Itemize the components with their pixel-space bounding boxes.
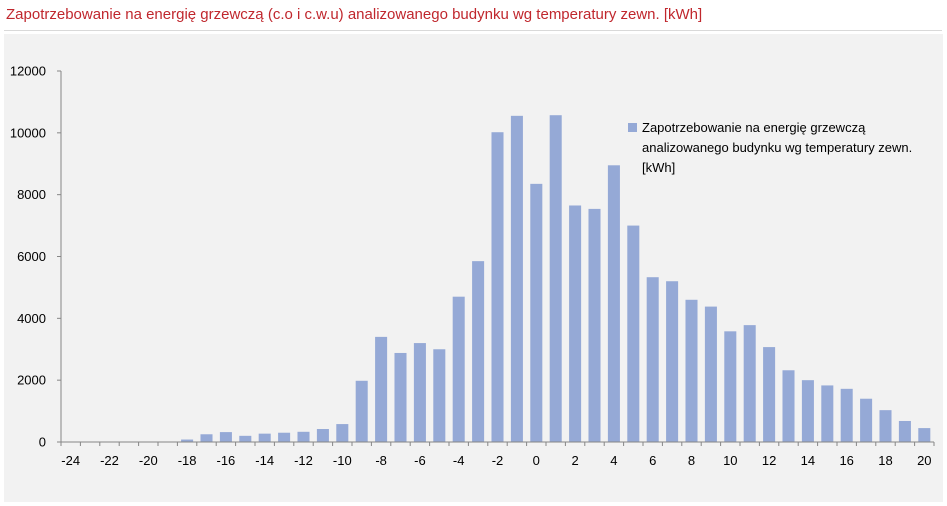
bar-13 <box>782 370 795 442</box>
x-tick-label: -18 <box>178 453 197 468</box>
bar--9 <box>355 380 368 442</box>
x-tick-label: -22 <box>100 453 119 468</box>
x-tick-label: 6 <box>649 453 656 468</box>
bar-5 <box>627 225 640 442</box>
bar--6 <box>413 343 426 442</box>
x-tick-label: -6 <box>414 453 426 468</box>
y-tick-label: 4000 <box>17 311 46 326</box>
bar--2 <box>491 132 504 442</box>
bar-20 <box>918 428 931 442</box>
bar--11 <box>316 429 329 442</box>
bar--13 <box>278 432 291 442</box>
y-tick-label: 6000 <box>17 249 46 264</box>
x-tick-label: -12 <box>294 453 313 468</box>
x-tick-label: -20 <box>139 453 158 468</box>
bar-4 <box>607 165 620 443</box>
x-tick-label: -16 <box>217 453 236 468</box>
x-tick-label: -8 <box>375 453 387 468</box>
bars-group <box>181 115 931 443</box>
x-tick-label: 2 <box>571 453 578 468</box>
x-tick-labels: -24 -22 -20 -18 -16 -14 -12 -10 -8 -6 -4 -2 0 2 4 6 8 10 1… <box>61 453 931 468</box>
bar--5 <box>433 349 446 442</box>
x-tick-label: 14 <box>801 453 815 468</box>
bar--7 <box>394 352 407 442</box>
legend-swatch <box>628 123 637 132</box>
chart-panel: 0 2000 4000 6000 8000 10000 12000 -24 -22 -20 -18… <box>4 34 943 502</box>
y-tick-label: 10000 <box>10 125 46 140</box>
bar--8 <box>375 336 388 442</box>
x-tick-label: 12 <box>762 453 776 468</box>
bar-16 <box>840 388 853 442</box>
bar--10 <box>336 424 349 442</box>
bar-6 <box>646 277 659 442</box>
bar-19 <box>898 420 911 442</box>
bar--16 <box>219 432 232 442</box>
y-tick-label: 2000 <box>17 373 46 388</box>
bar-9 <box>704 306 717 442</box>
legend-label: Zapotrzebowanie na energię grzewczą anal… <box>642 120 913 175</box>
bar-18 <box>879 410 892 442</box>
bar-15 <box>821 385 834 442</box>
bar--14 <box>258 433 271 442</box>
bar--15 <box>239 435 252 442</box>
bar-12 <box>763 347 776 442</box>
bar-17 <box>860 398 873 442</box>
x-tick-label: 8 <box>688 453 695 468</box>
x-tick-label: 16 <box>839 453 853 468</box>
title-divider <box>4 30 942 31</box>
x-tick-label: 0 <box>533 453 540 468</box>
x-tick-label: -24 <box>61 453 80 468</box>
bar--1 <box>510 115 523 442</box>
bar-1 <box>549 115 562 443</box>
bar--18 <box>181 439 194 442</box>
page-title: Zapotrzebowanie na energię grzewczą (c.o… <box>6 6 703 23</box>
bar-0 <box>530 183 543 442</box>
x-tick-label: 4 <box>610 453 617 468</box>
bar--12 <box>297 431 310 442</box>
axes-group <box>57 70 935 446</box>
bar--4 <box>452 296 465 442</box>
bar-8 <box>685 299 698 442</box>
x-tick-label: -10 <box>333 453 352 468</box>
legend: Zapotrzebowanie na energię grzewczą anal… <box>628 118 928 178</box>
bar-3 <box>588 208 601 442</box>
y-tick-label: 8000 <box>17 187 46 202</box>
y-tick-label: 0 <box>39 435 46 450</box>
x-tick-label: 10 <box>723 453 737 468</box>
x-tick-label: -2 <box>492 453 504 468</box>
bar--3 <box>472 261 485 442</box>
bar-11 <box>743 325 756 442</box>
bar-7 <box>666 281 679 442</box>
x-tick-label: 20 <box>917 453 931 468</box>
bar-10 <box>724 331 737 442</box>
x-tick-label: -4 <box>453 453 465 468</box>
x-tick-label: -14 <box>255 453 274 468</box>
bar-2 <box>569 205 582 442</box>
y-tick-label: 12000 <box>10 64 46 79</box>
bar--17 <box>200 434 213 442</box>
bar-14 <box>801 380 814 442</box>
y-tick-labels: 0 2000 4000 6000 8000 10000 12000 <box>10 64 46 450</box>
x-tick-label: 18 <box>878 453 892 468</box>
